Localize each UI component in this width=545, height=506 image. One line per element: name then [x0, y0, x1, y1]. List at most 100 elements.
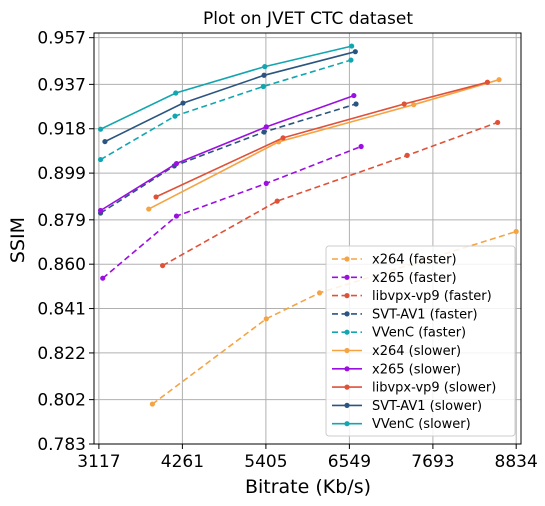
series-line — [100, 103, 357, 214]
data-point — [97, 126, 104, 132]
legend-label: VVenC (faster) — [372, 326, 466, 341]
data-point — [97, 156, 104, 163]
data-point — [496, 77, 502, 83]
series-5 — [146, 77, 502, 212]
legend-item: x264 (faster) — [332, 253, 457, 268]
legend-item: SVT-AV1 (slower) — [332, 399, 482, 414]
data-point — [263, 316, 269, 322]
legend-item: x264 (slower) — [332, 344, 461, 359]
legend-label: libvpx-vp9 (slower) — [372, 381, 496, 396]
series-line — [148, 78, 500, 210]
data-point — [349, 43, 355, 49]
legend-item: SVT-AV1 (faster) — [332, 307, 478, 322]
legend-marker — [344, 311, 350, 317]
data-point — [401, 101, 407, 107]
data-point — [351, 92, 357, 99]
data-point — [348, 57, 354, 63]
legend-label: x264 (faster) — [372, 253, 457, 268]
data-point — [263, 180, 269, 186]
legend-item: x265 (slower) — [332, 362, 461, 377]
data-point — [173, 160, 180, 167]
data-point — [280, 135, 286, 141]
y-axis-title: SSIM — [7, 217, 29, 263]
data-point — [404, 152, 410, 158]
legend-item: x265 (faster) — [332, 271, 457, 286]
plot-series — [97, 43, 519, 407]
legend-marker — [344, 274, 350, 280]
data-point — [160, 262, 166, 269]
data-point — [358, 143, 364, 150]
series-line — [100, 94, 355, 212]
series-line — [100, 59, 352, 161]
legend: x264 (faster) x265 (faster) libvpx-vp9 (fa… — [325, 245, 516, 437]
x-tick-label: 7693 — [411, 452, 454, 472]
data-point — [180, 100, 186, 106]
y-tick-label: 0.899 — [37, 164, 86, 184]
series-3 — [97, 101, 359, 216]
data-point — [495, 119, 501, 126]
data-point — [513, 228, 519, 235]
axis-ticks: 3117 4261 5405 6549 7693 8834 0.783 0.802 0.822 0… — [37, 29, 537, 472]
legend-marker — [344, 402, 350, 408]
data-point — [262, 64, 268, 70]
legend-label: x264 (slower) — [372, 344, 461, 359]
series-4 — [97, 57, 354, 163]
series-line — [102, 145, 362, 279]
series-line — [104, 50, 356, 143]
legend-label: VVenC (slower) — [372, 417, 471, 432]
data-point — [353, 101, 359, 107]
data-point — [411, 102, 417, 108]
y-tick-label: 0.860 — [37, 255, 86, 275]
data-point — [263, 124, 269, 130]
series-9 — [97, 43, 355, 132]
x-tick-label: 8834 — [495, 452, 538, 472]
series-6 — [97, 92, 357, 214]
data-point — [173, 213, 180, 219]
x-tick-label: 5405 — [244, 452, 287, 472]
y-tick-label: 0.841 — [37, 300, 86, 320]
legend-marker — [344, 347, 350, 354]
y-tick-label: 0.822 — [37, 344, 86, 364]
legend-label: SVT-AV1 (faster) — [372, 307, 478, 322]
y-tick-label: 0.918 — [37, 120, 86, 140]
legend-marker — [344, 366, 350, 372]
data-point — [274, 198, 280, 204]
legend-label: SVT-AV1 (slower) — [372, 399, 482, 414]
series-8 — [102, 49, 358, 145]
data-point — [102, 138, 108, 145]
legend-label: libvpx-vp9 (faster) — [372, 289, 492, 304]
series-1 — [100, 143, 364, 281]
data-point — [260, 83, 266, 90]
series-line — [162, 121, 498, 267]
data-point — [100, 275, 106, 281]
x-tick-label: 6549 — [328, 452, 371, 472]
legend-item: libvpx-vp9 (slower) — [332, 381, 496, 396]
y-tick-label: 0.957 — [37, 29, 86, 49]
plot-frame — [93, 32, 522, 445]
data-point — [261, 129, 267, 135]
y-tick-label: 0.783 — [37, 435, 86, 455]
legend-marker — [344, 384, 350, 390]
legend-marker — [344, 256, 350, 262]
data-point — [316, 290, 323, 296]
x-tick-label: 4261 — [161, 452, 204, 472]
series-7 — [153, 79, 491, 200]
legend-frame — [325, 245, 516, 437]
chart-title: Plot on JVET CTC dataset — [203, 9, 413, 29]
legend-label: x265 (faster) — [372, 271, 457, 286]
legend-item: VVenC (faster) — [332, 326, 466, 341]
series-line — [155, 81, 488, 198]
x-tick-label: 3117 — [77, 452, 120, 472]
series-line — [100, 45, 352, 130]
data-point — [484, 79, 491, 85]
data-point — [146, 206, 152, 212]
x-axis-title: Bitrate (Kb/s) — [245, 476, 371, 498]
data-point — [352, 49, 358, 55]
y-tick-label: 0.879 — [37, 211, 86, 231]
series-2 — [160, 119, 501, 269]
data-point — [153, 194, 159, 200]
legend-item: VVenC (slower) — [332, 417, 471, 432]
data-point — [149, 401, 155, 407]
data-point — [172, 113, 178, 119]
